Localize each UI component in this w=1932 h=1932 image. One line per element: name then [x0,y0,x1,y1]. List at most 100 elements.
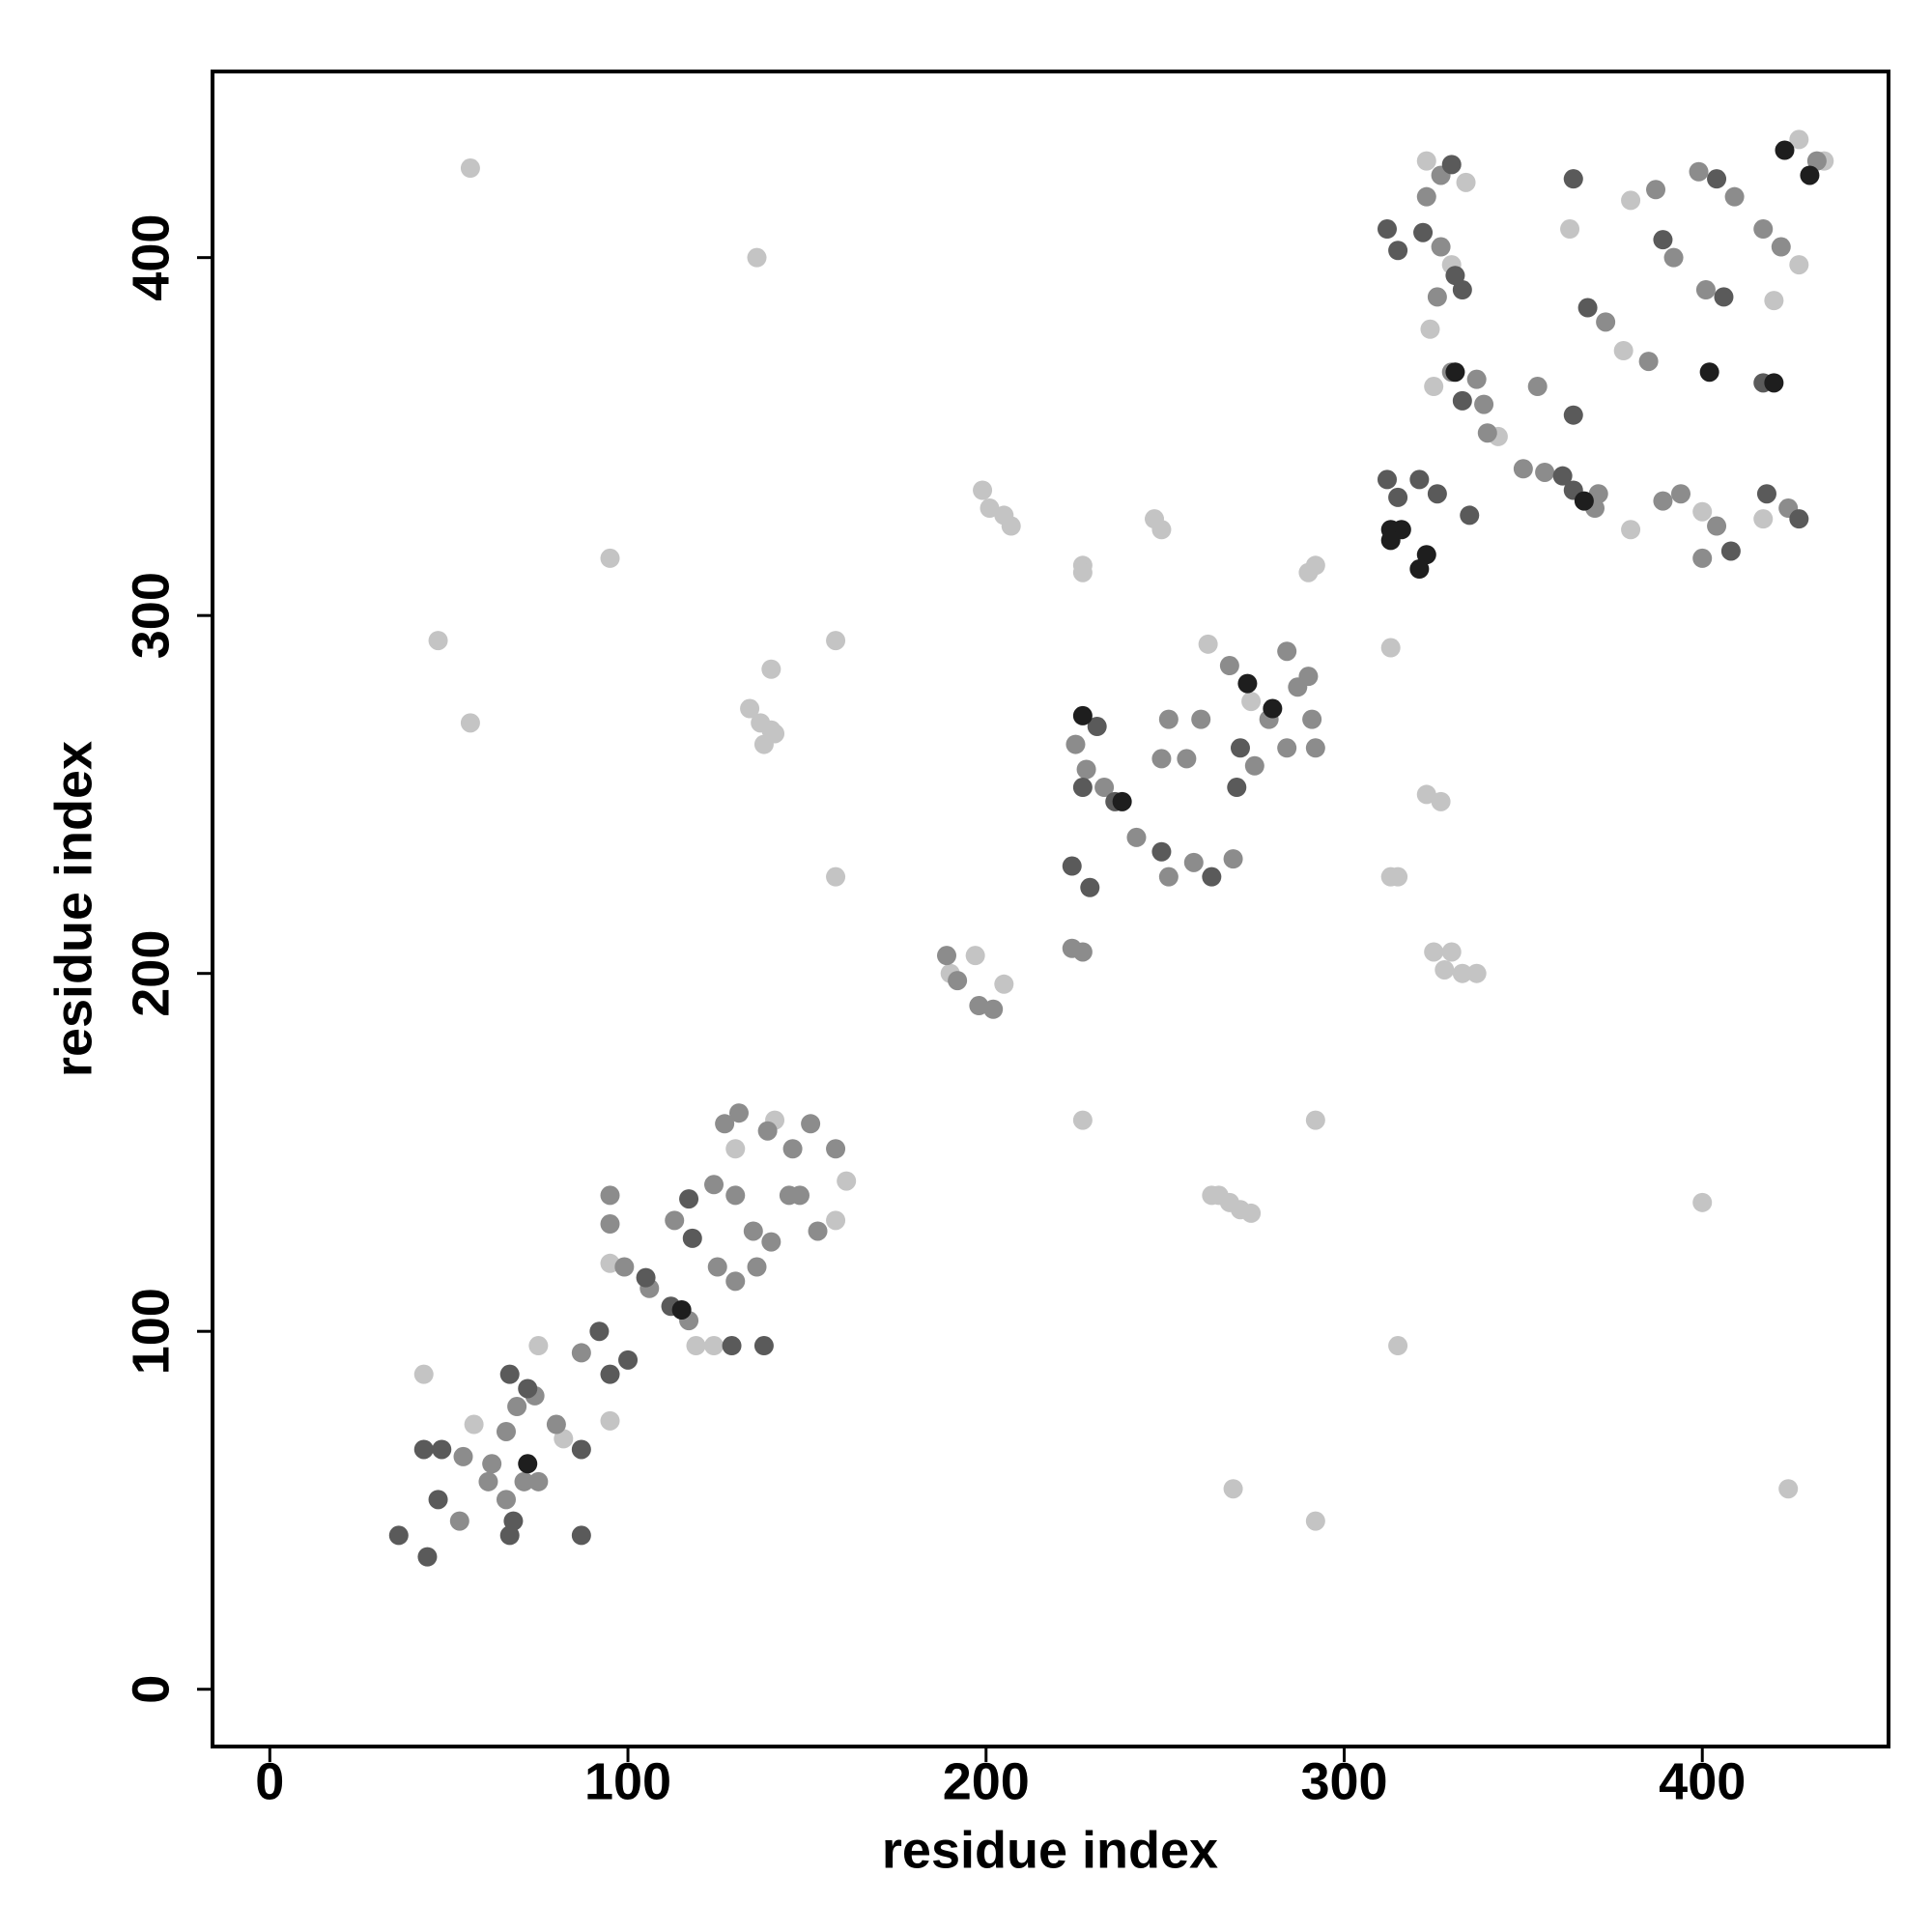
point [725,1139,746,1159]
point [1427,287,1447,307]
x-tick-label: 100 [584,1752,671,1810]
x-tick-label: 0 [255,1752,284,1810]
point [1388,487,1408,507]
point [1158,709,1179,729]
point [432,1439,452,1460]
point [1420,319,1440,339]
point [1072,1110,1093,1130]
point [728,1103,749,1123]
point [671,1299,692,1320]
y-axis-title: residue index [44,741,102,1077]
point [518,1454,538,1474]
point [1076,759,1096,780]
point [808,1221,828,1241]
point [761,659,781,679]
point [679,1189,699,1209]
point [1302,709,1322,729]
x-tick-label: 400 [1659,1752,1746,1810]
point [1720,541,1741,561]
point [428,631,448,651]
point [715,1114,735,1134]
point [1305,1511,1325,1531]
point [1416,784,1436,805]
point [1277,738,1297,758]
point [707,1257,727,1277]
point [1707,169,1727,189]
point [1692,501,1713,522]
point [1427,484,1447,504]
point [1613,341,1634,360]
point [1151,520,1172,540]
point [1563,405,1583,425]
point [1191,709,1211,729]
point [1466,963,1487,983]
point [1689,161,1709,182]
point [1198,634,1218,654]
point [1230,738,1250,758]
point [499,1364,520,1384]
point [614,1257,635,1277]
point [1112,791,1132,811]
point [1452,390,1472,411]
point [1445,266,1465,286]
point [1452,280,1472,300]
point [1756,484,1776,504]
point [618,1350,639,1370]
point [1227,778,1247,798]
point [600,1410,620,1431]
point [1699,362,1719,383]
point [1377,219,1397,240]
point [1424,377,1444,397]
point [1183,852,1204,872]
point [1244,755,1264,776]
point [1424,942,1444,962]
point [554,1429,574,1449]
point [518,1378,538,1399]
point [1577,298,1598,318]
point [1416,151,1436,171]
point [1094,778,1115,798]
point [1072,778,1093,798]
point [1431,791,1451,811]
point [546,1414,566,1435]
point [460,158,480,179]
y-tick-label: 100 [122,1288,180,1375]
y-tick-label: 300 [122,572,180,659]
point [1223,849,1243,869]
point [1653,230,1673,250]
point [1460,505,1480,526]
point [1151,749,1172,769]
point [482,1454,502,1474]
point [743,1221,763,1241]
point [826,1139,846,1159]
point [1800,165,1820,185]
point [528,1336,549,1356]
point [589,1321,610,1342]
point [682,1228,702,1248]
point [1298,562,1319,582]
point [1621,190,1641,211]
point [1764,373,1784,393]
point [496,1490,516,1510]
point [1377,469,1397,490]
point [1409,469,1430,490]
point [973,480,993,500]
point [460,713,480,733]
point [965,946,985,966]
point [571,1439,591,1460]
point [1563,169,1583,189]
point [1477,423,1497,443]
point [1441,942,1462,962]
point [388,1525,409,1546]
point [1072,942,1093,962]
point [1552,466,1573,486]
point [453,1446,473,1466]
point [1305,1110,1325,1130]
point [1413,222,1434,242]
point [1380,638,1401,658]
point [936,946,956,966]
point [1789,255,1809,275]
point [1416,545,1436,565]
